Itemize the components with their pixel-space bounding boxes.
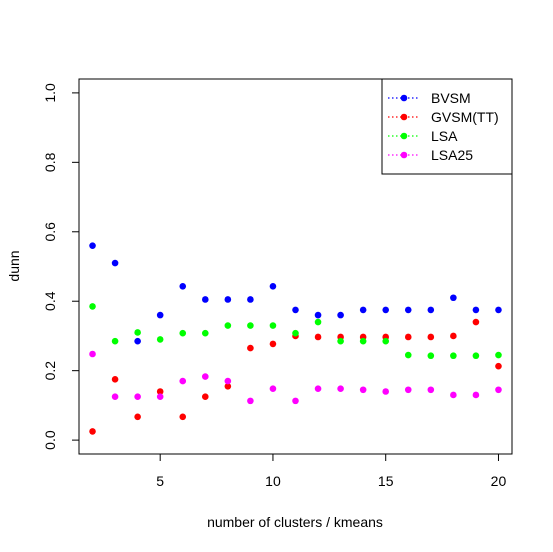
point-bvsm bbox=[495, 306, 502, 314]
legend-marker bbox=[400, 151, 408, 159]
point-lsa25 bbox=[314, 385, 322, 393]
point-gvsm-tt bbox=[134, 413, 141, 421]
point-gvsm-tt bbox=[179, 413, 187, 421]
point-gvsm-tt bbox=[201, 393, 209, 401]
point-lsa25 bbox=[111, 393, 119, 401]
x-axis: 5 10 15 20 bbox=[156, 453, 507, 489]
point-bvsm bbox=[427, 306, 435, 314]
point-gvsm-tt bbox=[269, 340, 277, 348]
point-lsa bbox=[404, 351, 412, 359]
point-lsa bbox=[427, 352, 435, 360]
x-tick-label: 10 bbox=[265, 473, 281, 489]
point-bvsm bbox=[292, 306, 299, 314]
point-lsa25 bbox=[134, 393, 141, 401]
point-gvsm-tt bbox=[224, 382, 232, 390]
point-lsa25 bbox=[156, 393, 164, 401]
x-tick-label: 20 bbox=[491, 473, 507, 489]
point-lsa bbox=[337, 337, 344, 345]
point-bvsm bbox=[247, 296, 254, 303]
point-lsa bbox=[89, 303, 96, 310]
point-lsa25 bbox=[404, 386, 412, 394]
point-bvsm bbox=[179, 282, 187, 290]
x-axis-label: number of clusters / kmeans bbox=[207, 514, 383, 530]
point-lsa bbox=[224, 322, 232, 329]
point-lsa25 bbox=[450, 391, 457, 399]
point-lsa bbox=[382, 337, 390, 345]
point-gvsm-tt bbox=[427, 333, 435, 341]
point-gvsm-tt bbox=[111, 376, 119, 383]
point-lsa25 bbox=[292, 397, 299, 405]
point-bvsm bbox=[337, 311, 344, 319]
point-lsa25 bbox=[269, 385, 277, 393]
point-bvsm bbox=[314, 311, 322, 319]
point-lsa25 bbox=[495, 386, 502, 394]
point-bvsm bbox=[156, 311, 164, 319]
legend-label: GVSM(TT) bbox=[431, 109, 499, 125]
point-gvsm-tt bbox=[89, 428, 96, 435]
point-gvsm-tt bbox=[247, 344, 254, 352]
y-axis-label: dunn bbox=[6, 250, 22, 281]
y-tick-label: 0.2 bbox=[42, 361, 58, 381]
x-tick-label: 5 bbox=[156, 473, 164, 489]
legend-marker bbox=[400, 113, 408, 121]
point-bvsm bbox=[89, 242, 96, 249]
point-lsa25 bbox=[337, 385, 344, 393]
x-tick-label: 15 bbox=[378, 473, 394, 489]
legend-marker bbox=[400, 94, 408, 102]
legend-label: BVSM bbox=[431, 90, 471, 106]
point-gvsm-tt bbox=[314, 333, 322, 341]
legend-marker bbox=[400, 132, 408, 140]
point-lsa25 bbox=[201, 373, 209, 380]
legend: BVSM GVSM(TT) LSA LSA25 bbox=[381, 78, 513, 175]
point-bvsm bbox=[450, 294, 457, 302]
y-tick-label: 0.4 bbox=[42, 291, 58, 311]
point-lsa25 bbox=[89, 350, 96, 358]
legend-label: LSA25 bbox=[431, 147, 473, 163]
point-lsa25 bbox=[224, 377, 232, 385]
point-gvsm-tt bbox=[156, 388, 164, 395]
point-bvsm bbox=[111, 259, 119, 267]
point-gvsm-tt bbox=[450, 332, 457, 340]
point-lsa bbox=[134, 329, 141, 336]
point-lsa bbox=[495, 351, 502, 359]
point-bvsm bbox=[201, 296, 209, 303]
point-lsa bbox=[472, 352, 480, 360]
point-gvsm-tt bbox=[404, 333, 412, 341]
point-lsa bbox=[201, 329, 209, 337]
point-bvsm bbox=[382, 306, 390, 314]
point-lsa25 bbox=[382, 388, 390, 395]
point-lsa25 bbox=[472, 391, 480, 399]
point-lsa25 bbox=[359, 386, 367, 394]
y-tick-label: 0.8 bbox=[42, 152, 58, 172]
point-lsa25 bbox=[179, 377, 187, 385]
point-gvsm-tt bbox=[472, 318, 480, 326]
point-bvsm bbox=[404, 306, 412, 314]
point-bvsm bbox=[269, 282, 277, 290]
point-bvsm bbox=[472, 306, 480, 314]
point-lsa bbox=[179, 329, 187, 337]
point-lsa bbox=[111, 337, 119, 345]
legend-label: LSA bbox=[431, 128, 458, 144]
point-lsa bbox=[450, 352, 457, 360]
point-bvsm bbox=[134, 337, 141, 345]
y-tick-label: 0.0 bbox=[42, 430, 58, 450]
point-lsa bbox=[359, 337, 367, 345]
point-lsa bbox=[314, 318, 322, 326]
data-points bbox=[89, 242, 502, 435]
y-tick-label: 0.6 bbox=[42, 222, 58, 242]
y-axis: 0.0 0.2 0.4 0.6 0.8 1.0 bbox=[42, 83, 80, 450]
point-lsa bbox=[269, 322, 277, 329]
y-tick-label: 1.0 bbox=[42, 83, 58, 103]
point-lsa25 bbox=[247, 397, 254, 405]
point-lsa bbox=[292, 329, 299, 337]
point-gvsm-tt bbox=[495, 362, 502, 370]
point-bvsm bbox=[359, 306, 367, 314]
point-lsa bbox=[156, 336, 164, 343]
point-lsa bbox=[247, 322, 254, 329]
point-bvsm bbox=[224, 296, 232, 303]
point-lsa25 bbox=[427, 386, 435, 394]
